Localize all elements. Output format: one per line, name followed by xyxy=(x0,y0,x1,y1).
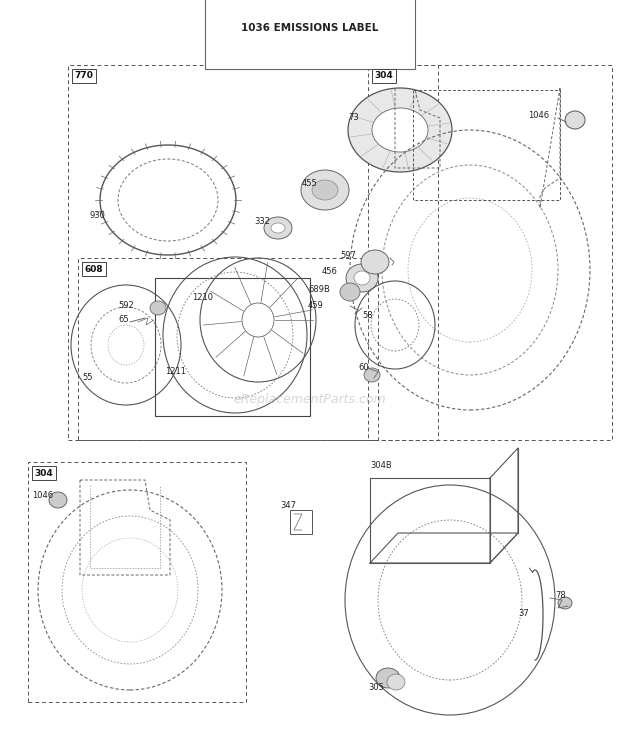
Text: 58: 58 xyxy=(362,310,373,319)
Bar xyxy=(82,262,106,276)
Ellipse shape xyxy=(346,264,378,292)
Bar xyxy=(368,65,612,440)
Text: 608: 608 xyxy=(85,265,104,274)
Text: 770: 770 xyxy=(74,71,94,80)
Text: 304B: 304B xyxy=(370,461,392,470)
Text: 55: 55 xyxy=(82,373,92,382)
Bar xyxy=(372,69,396,83)
Text: 332: 332 xyxy=(254,217,270,226)
Bar xyxy=(28,462,246,702)
Text: 592: 592 xyxy=(118,301,134,310)
Ellipse shape xyxy=(150,301,166,315)
Ellipse shape xyxy=(348,88,452,172)
Bar xyxy=(78,258,378,440)
Text: 1046: 1046 xyxy=(32,492,53,501)
Bar xyxy=(32,466,56,480)
Text: 456: 456 xyxy=(322,268,338,277)
Ellipse shape xyxy=(376,668,400,688)
Text: 597: 597 xyxy=(340,251,356,260)
Text: 1036 EMISSIONS LABEL: 1036 EMISSIONS LABEL xyxy=(241,23,379,33)
Text: 1211: 1211 xyxy=(165,368,186,376)
Text: 304: 304 xyxy=(374,71,393,80)
Ellipse shape xyxy=(387,674,405,690)
Bar xyxy=(290,510,312,534)
Text: 305: 305 xyxy=(368,684,384,693)
Text: 930: 930 xyxy=(90,211,106,219)
Ellipse shape xyxy=(565,111,585,129)
Text: eReplacementParts.com: eReplacementParts.com xyxy=(234,394,386,406)
Text: 37: 37 xyxy=(518,609,529,618)
Bar xyxy=(68,65,438,440)
Ellipse shape xyxy=(312,180,338,200)
Ellipse shape xyxy=(301,170,349,210)
Ellipse shape xyxy=(49,492,67,508)
Text: 459: 459 xyxy=(308,301,324,310)
Text: 1210: 1210 xyxy=(192,293,213,303)
Text: 1046: 1046 xyxy=(528,111,549,120)
Ellipse shape xyxy=(361,250,389,274)
Bar xyxy=(72,69,96,83)
Bar xyxy=(155,278,310,416)
Text: 347: 347 xyxy=(280,501,296,510)
Ellipse shape xyxy=(372,108,428,152)
Text: 78: 78 xyxy=(555,591,565,600)
Ellipse shape xyxy=(364,368,380,382)
Text: 60: 60 xyxy=(358,364,369,373)
Ellipse shape xyxy=(264,217,292,239)
Text: 65: 65 xyxy=(118,315,128,324)
Ellipse shape xyxy=(340,283,360,301)
Text: 455: 455 xyxy=(302,179,317,187)
Text: 73: 73 xyxy=(348,114,359,123)
Ellipse shape xyxy=(271,223,285,233)
Ellipse shape xyxy=(558,597,572,609)
Text: 689B: 689B xyxy=(308,286,330,295)
Ellipse shape xyxy=(354,271,370,285)
Text: 304: 304 xyxy=(35,469,53,478)
